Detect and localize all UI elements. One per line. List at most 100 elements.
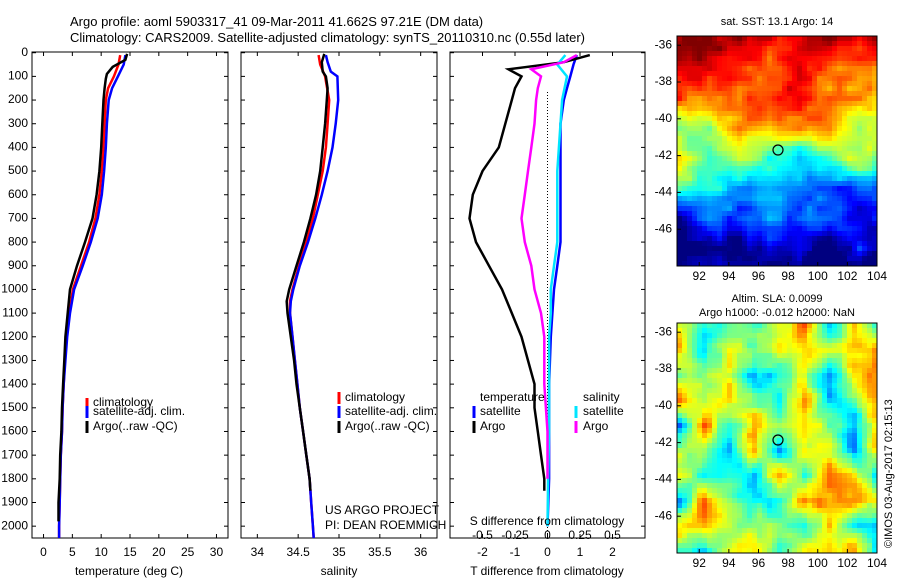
sla-cell: [777, 383, 783, 389]
sla-cell: [727, 328, 733, 334]
sst-cell: [717, 61, 723, 67]
sla-cell: [747, 323, 753, 329]
sla-cell: [867, 513, 873, 519]
sst-cell: [732, 211, 738, 217]
sla-cell: [757, 353, 763, 359]
sla-cell: [787, 393, 793, 399]
sst-cell: [802, 111, 808, 117]
sla-cell: [822, 428, 828, 434]
sst-cell: [692, 51, 698, 57]
sst-cell: [782, 141, 788, 147]
sst-cell: [722, 221, 728, 227]
sst-cell: [862, 141, 868, 147]
sla-cell: [812, 423, 818, 429]
sla-cell: [702, 403, 708, 409]
sla-cell: [692, 408, 698, 414]
sst-cell: [807, 156, 813, 162]
map-x-tick-label: 92: [693, 556, 707, 570]
depth-tick-label: 600: [8, 187, 28, 201]
sst-cell: [797, 81, 803, 87]
sla-cell: [772, 408, 778, 414]
sla-cell: [737, 548, 743, 554]
sla-cell: [722, 543, 728, 549]
sla-cell: [767, 463, 773, 469]
sst-cell: [687, 181, 693, 187]
sst-cell: [852, 231, 858, 237]
sla-cell: [842, 378, 848, 384]
sla-cell: [827, 378, 833, 384]
sla-cell: [707, 448, 713, 454]
sst-cell: [697, 176, 703, 182]
sst-cell: [802, 236, 808, 242]
sla-cell: [842, 433, 848, 439]
sla-cell: [677, 363, 683, 369]
sla-cell: [827, 518, 833, 524]
sst-cell: [842, 236, 848, 242]
sla-cell: [787, 343, 793, 349]
sst-cell: [767, 36, 773, 42]
sla-cell: [767, 468, 773, 474]
sla-cell: [732, 323, 738, 329]
sla-cell: [697, 538, 703, 544]
sst-cell: [712, 206, 718, 212]
sla-cell: [697, 428, 703, 434]
sst-cell: [787, 171, 793, 177]
sla-cell: [742, 493, 748, 499]
sst-cell: [802, 251, 808, 257]
sla-cell: [712, 423, 718, 429]
sla-cell: [702, 518, 708, 524]
sla-cell: [697, 388, 703, 394]
sst-cell: [697, 36, 703, 42]
sst-cell: [807, 226, 813, 232]
sst-cell: [747, 246, 753, 252]
sla-cell: [712, 383, 718, 389]
sst-cell: [777, 261, 783, 267]
x-tick-label: 0: [544, 545, 551, 559]
sla-cell: [697, 503, 703, 509]
sst-cell: [822, 101, 828, 107]
sla-cell: [807, 338, 813, 344]
sla-cell: [807, 513, 813, 519]
sla-cell: [807, 323, 813, 329]
sst-cell: [792, 86, 798, 92]
sst-cell: [832, 41, 838, 47]
sla-cell: [717, 418, 723, 424]
sst-cell: [807, 206, 813, 212]
sst-cell: [702, 71, 708, 77]
sla-cell: [817, 368, 823, 374]
sla-cell: [732, 543, 738, 549]
sla-cell: [752, 343, 758, 349]
sst-cell: [852, 131, 858, 137]
sst-cell: [857, 126, 863, 132]
sst-cell: [802, 201, 808, 207]
sla-cell: [687, 468, 693, 474]
sst-cell: [842, 111, 848, 117]
sla-cell: [872, 508, 878, 514]
sla-cell: [852, 353, 858, 359]
sla-cell: [677, 428, 683, 434]
sst-cell: [802, 186, 808, 192]
sla-cell: [737, 458, 743, 464]
sla-cell: [817, 358, 823, 364]
sst-cell: [777, 146, 783, 152]
sla-cell: [677, 418, 683, 424]
sla-cell: [792, 488, 798, 494]
sst-cell: [732, 191, 738, 197]
sst-cell: [697, 236, 703, 242]
sla-cell: [867, 483, 873, 489]
sst-cell: [832, 156, 838, 162]
sst-cell: [712, 251, 718, 257]
sla-cell: [757, 463, 763, 469]
series-line-argo-s: [520, 54, 578, 479]
sla-cell: [807, 408, 813, 414]
sst-cell: [757, 246, 763, 252]
sst-cell: [772, 46, 778, 52]
sst-cell: [682, 176, 688, 182]
sst-cell: [702, 201, 708, 207]
sst-cell: [687, 201, 693, 207]
sla-cell: [717, 493, 723, 499]
sst-cell: [852, 221, 858, 227]
sla-cell: [782, 473, 788, 479]
sst-cell: [852, 201, 858, 207]
sla-cell: [817, 433, 823, 439]
